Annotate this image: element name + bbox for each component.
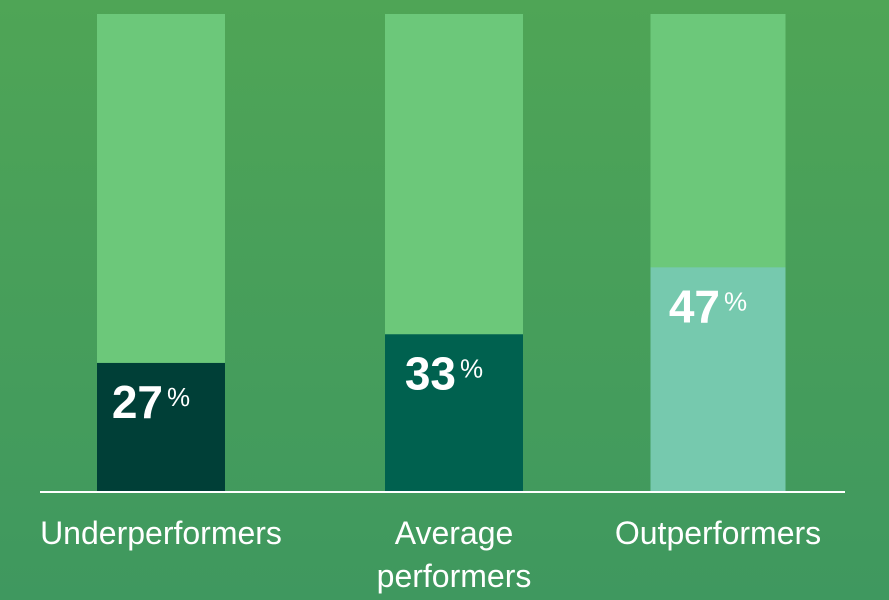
bar	[650, 267, 786, 492]
value-unit: %	[460, 353, 483, 383]
value-unit: %	[724, 286, 747, 316]
value-label: 33%	[405, 347, 483, 399]
x-tick-label-line: Average	[395, 515, 514, 551]
value-number: 33	[405, 347, 456, 399]
x-tick-label: Outperformers	[615, 515, 821, 551]
x-tick-label: Underperformers	[40, 515, 282, 551]
bar	[97, 362, 225, 492]
x-tick-label-line: performers	[377, 558, 532, 594]
value-label: 27%	[112, 376, 190, 428]
bar	[385, 334, 523, 492]
value-number: 27	[112, 376, 163, 428]
value-number: 47	[669, 280, 720, 332]
value-label: 47%	[669, 280, 747, 332]
x-tick-label: Average performers	[377, 515, 532, 594]
value-unit: %	[167, 382, 190, 412]
